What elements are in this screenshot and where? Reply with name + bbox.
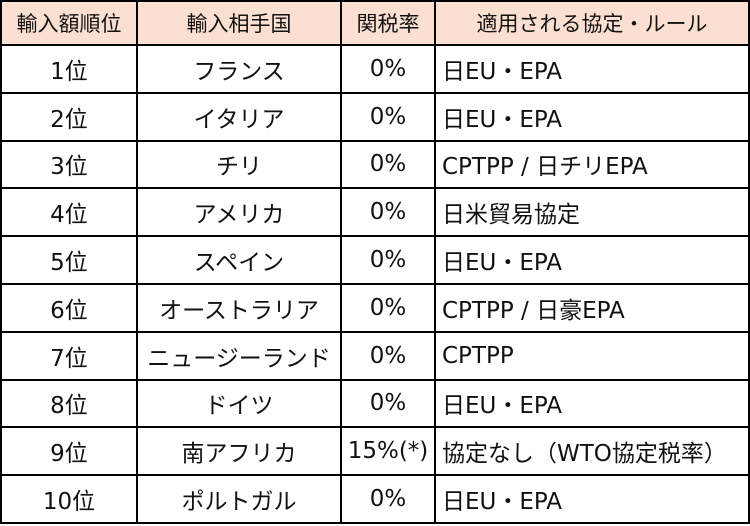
country-cell: ドイツ <box>136 378 342 429</box>
tariff-cell: 0% <box>340 44 436 94</box>
header-row: 輸入額順位 輸入相手国 関税率 適用される協定・ルール <box>0 0 750 46</box>
agreement-cell: 日EU・EPA <box>434 474 750 524</box>
header-rank: 輸入額順位 <box>0 0 138 46</box>
tariff-cell: 0% <box>340 474 436 524</box>
rank-cell: 8位 <box>0 378 138 429</box>
tariff-cell: 0% <box>340 282 436 333</box>
tariff-cell: 0% <box>340 235 436 285</box>
country-cell: オーストラリア <box>136 282 342 333</box>
tariff-cell: 0% <box>340 139 436 190</box>
agreement-cell: 日EU・EPA <box>434 235 750 285</box>
rank-cell: 6位 <box>0 282 138 333</box>
rank-cell: 9位 <box>0 426 138 477</box>
country-cell: ポルトガル <box>136 474 342 524</box>
table-body: 1位 フランス 0% 日EU・EPA 2位 イタリア 0% 日EU・EPA 3位… <box>0 44 750 524</box>
rank-cell: 2位 <box>0 91 138 142</box>
table-row: 6位 オーストラリア 0% CPTPP / 日豪EPA <box>0 282 750 333</box>
table-row: 8位 ドイツ 0% 日EU・EPA <box>0 378 750 429</box>
table-row: 10位 ポルトガル 0% 日EU・EPA <box>0 474 750 524</box>
tariff-cell: 15%(*) <box>340 426 436 477</box>
table-row: 1位 フランス 0% 日EU・EPA <box>0 44 750 94</box>
tariff-cell: 0% <box>340 330 436 381</box>
table-row: 9位 南アフリカ 15%(*) 協定なし（WTO協定税率） <box>0 426 750 477</box>
rank-cell: 3位 <box>0 139 138 190</box>
tariff-cell: 0% <box>340 378 436 429</box>
header-agreement: 適用される協定・ルール <box>434 0 750 46</box>
country-cell: ニュージーランド <box>136 330 342 381</box>
header-country: 輸入相手国 <box>136 0 342 46</box>
agreement-cell: 協定なし（WTO協定税率） <box>434 426 750 477</box>
country-cell: チリ <box>136 139 342 190</box>
country-cell: スペイン <box>136 235 342 285</box>
rank-cell: 4位 <box>0 187 138 238</box>
agreement-cell: 日EU・EPA <box>434 44 750 94</box>
table-row: 3位 チリ 0% CPTPP / 日チリEPA <box>0 139 750 190</box>
table-row: 4位 アメリカ 0% 日米貿易協定 <box>0 187 750 238</box>
agreement-cell: CPTPP / 日豪EPA <box>434 282 750 333</box>
agreement-cell: 日EU・EPA <box>434 91 750 142</box>
rank-cell: 1位 <box>0 44 138 94</box>
rank-cell: 7位 <box>0 330 138 381</box>
rank-cell: 10位 <box>0 474 138 524</box>
table-header: 輸入額順位 輸入相手国 関税率 適用される協定・ルール <box>0 0 750 46</box>
table-row: 5位 スペイン 0% 日EU・EPA <box>0 235 750 285</box>
agreement-cell: 日EU・EPA <box>434 378 750 429</box>
country-cell: イタリア <box>136 91 342 142</box>
agreement-cell: 日米貿易協定 <box>434 187 750 238</box>
rank-cell: 5位 <box>0 235 138 285</box>
table-row: 2位 イタリア 0% 日EU・EPA <box>0 91 750 142</box>
country-cell: アメリカ <box>136 187 342 238</box>
agreement-cell: CPTPP / 日チリEPA <box>434 139 750 190</box>
header-tariff-rate: 関税率 <box>340 0 436 46</box>
table-row: 7位 ニュージーランド 0% CPTPP <box>0 330 750 381</box>
country-cell: フランス <box>136 44 342 94</box>
country-cell: 南アフリカ <box>136 426 342 477</box>
agreement-cell: CPTPP <box>434 330 750 381</box>
tariff-cell: 0% <box>340 91 436 142</box>
tariff-cell: 0% <box>340 187 436 238</box>
